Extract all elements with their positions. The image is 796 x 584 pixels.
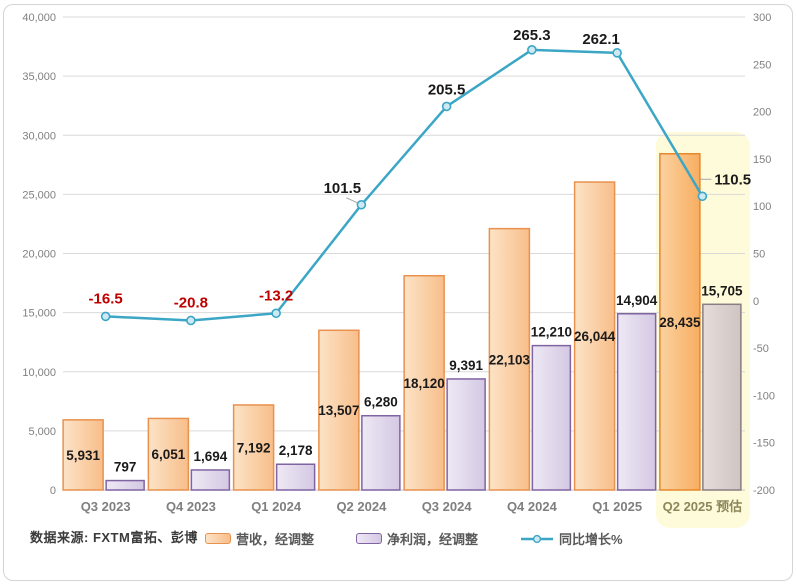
- left-axis-tick: 15,000: [22, 308, 56, 320]
- right-axis-tick: -150: [753, 438, 775, 450]
- revenue-value-label: 18,120: [403, 376, 444, 391]
- x-axis-label: Q1 2025: [592, 499, 642, 514]
- growth-labels: -16.5 -20.8 -13.2 101.5 205.5 265.3 262.1 110.5: [89, 27, 752, 312]
- revenue-bar: [232, 404, 275, 491]
- growth-value-label: 262.1: [582, 31, 620, 48]
- netprofit-bar: [275, 463, 316, 491]
- right-axis-tick: 200: [753, 107, 771, 119]
- growth-line: [105, 48, 704, 322]
- growth-point: [697, 191, 708, 202]
- left-axis-tick: 20,000: [22, 249, 56, 261]
- legend-label-netprofit: 净利润，经调整: [387, 532, 479, 547]
- left-axis-tick: 40,000: [22, 12, 56, 24]
- netprofit-bar: [105, 479, 145, 491]
- gridlines: 0 5,000 10,000 15,000 20,000 25,000 30,000 35,0…: [22, 12, 775, 497]
- legend: 营收，经调整 净利润，经调整 同比增长%: [205, 529, 623, 548]
- right-axis-tick: -100: [753, 390, 775, 402]
- right-axis-tick: 150: [753, 154, 771, 166]
- x-axis-label: Q3 2023: [81, 499, 131, 514]
- growth-value-label: -16.5: [89, 290, 123, 307]
- growth-point: [271, 308, 281, 319]
- x-axis-label: Q3 2024: [422, 499, 473, 514]
- growth-value-label: 265.3: [513, 27, 551, 44]
- netprofit-value-label: 6,280: [364, 395, 398, 410]
- growth-point: [612, 48, 622, 58]
- label-leader-line: [346, 197, 358, 204]
- revenue-value-label: 13,507: [318, 403, 359, 418]
- revenue-value-label: 28,435: [659, 315, 701, 330]
- right-axis-tick: 250: [753, 59, 771, 71]
- growth-value-label: -20.8: [174, 294, 208, 311]
- growth-value-label: 110.5: [714, 171, 751, 188]
- chart-footer: 数据来源: FXTM富拓、彭博 营收，经调整 净利润，经调整 同比增长%: [0, 523, 796, 553]
- right-axis-tick: 50: [753, 249, 765, 261]
- revenue-value-label: 26,044: [574, 329, 616, 344]
- growth-value-label: 205.5: [428, 81, 466, 98]
- revenue-bar: [659, 153, 701, 491]
- revenue-bar: [62, 419, 104, 491]
- netprofit-value-label: 9,391: [449, 358, 483, 373]
- growth-point: [441, 101, 452, 112]
- netprofit-bar: [190, 469, 231, 491]
- netprofit-value-label: 797: [114, 460, 137, 475]
- revenue-bar: [318, 329, 360, 491]
- netprofit-value-label: 14,904: [616, 293, 658, 308]
- growth-point: [527, 45, 537, 55]
- right-axis-tick: 100: [753, 201, 771, 213]
- revenue-value-label: 22,103: [489, 352, 531, 367]
- x-axis-label: Q2 2024: [336, 499, 387, 514]
- growth-value-label: 101.5: [324, 180, 362, 197]
- right-axis-tick: -200: [753, 485, 775, 497]
- netprofit-value-label: 12,210: [531, 325, 572, 340]
- right-axis-tick: -50: [753, 343, 769, 355]
- revenue-bar: [488, 227, 531, 491]
- right-axis-tick: 300: [753, 12, 771, 24]
- growth-value-label: -13.2: [259, 287, 293, 304]
- x-axis-labels: Q3 2023 Q4 2023 Q1 2024 Q2 2024 Q3 2024 Q4 20…: [81, 499, 742, 514]
- growth-point: [186, 315, 196, 326]
- netprofit-value-label: 15,705: [701, 283, 743, 298]
- legend-item-growth: 同比增长%: [520, 529, 623, 548]
- source-note: 数据来源: FXTM富拓、彭博: [30, 530, 198, 545]
- left-axis-tick: 30,000: [22, 130, 56, 142]
- left-axis-tick: 25,000: [22, 189, 56, 201]
- netprofit-bar: [361, 414, 401, 491]
- legend-label-growth: 同比增长%: [559, 532, 623, 547]
- revenue-bar: [403, 274, 445, 491]
- revenue-value-label: 5,931: [66, 448, 100, 463]
- growth-line-swatch-icon: [521, 534, 554, 543]
- netprofit-bar: [531, 344, 572, 491]
- netprofit-value-label: 1,694: [193, 449, 227, 464]
- legend-label-revenue: 营收，经调整: [236, 532, 315, 547]
- revenue-value-label: 7,192: [237, 440, 271, 455]
- revenue-bar: [573, 181, 616, 491]
- x-axis-label: Q2 2025 预估: [663, 499, 743, 514]
- left-axis-tick: 5,000: [28, 426, 56, 438]
- netprofit-swatch-icon: [356, 533, 383, 544]
- netprofit-bar: [702, 303, 742, 491]
- revenue-swatch-icon: [205, 533, 231, 544]
- netprofit-bar: [616, 313, 657, 491]
- growth-point: [100, 311, 111, 322]
- growth-point: [356, 199, 367, 210]
- revenue-bar: [147, 417, 190, 491]
- legend-item-revenue: 营收，经调整: [205, 529, 314, 548]
- x-axis-label: Q4 2024: [507, 499, 558, 514]
- left-axis-tick: 35,000: [22, 71, 56, 83]
- left-axis-tick: 0: [50, 485, 56, 497]
- netprofit-bar: [446, 378, 486, 491]
- legend-item-netprofit: 净利润，经调整: [356, 529, 478, 548]
- x-axis-label: Q1 2024: [251, 499, 302, 514]
- left-axis-tick: 10,000: [22, 367, 56, 379]
- revenue-value-label: 6,051: [151, 447, 185, 462]
- right-axis-tick: 0: [753, 296, 759, 308]
- bars: 5,931 797 6,051 1,694 7,192 2,178 13,507 6,280 1…: [62, 153, 743, 491]
- netprofit-value-label: 2,178: [279, 443, 313, 458]
- x-axis-label: Q4 2023: [166, 499, 216, 514]
